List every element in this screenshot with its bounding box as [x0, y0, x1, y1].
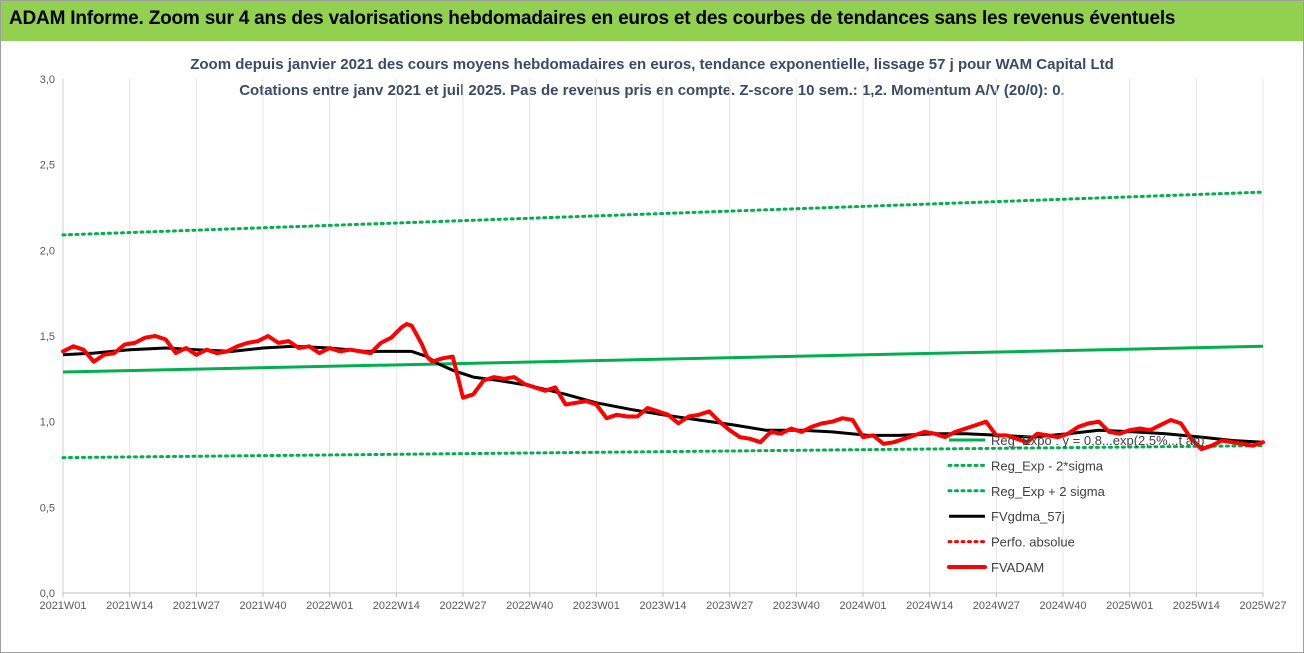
x-tick-label: 2023W14	[639, 600, 686, 612]
y-tick-label: 0,5	[40, 502, 55, 514]
x-tick-label: 2025W01	[1106, 600, 1153, 612]
y-tick-label: 1,5	[40, 331, 55, 343]
series-line-reg-expo	[62, 344, 1264, 374]
legend-entry-label: Perfo. absolue	[991, 535, 1075, 550]
legend-entry-label: FVADAM	[991, 560, 1044, 575]
y-tick-label: 2,0	[40, 245, 55, 257]
page-banner: ADAM Informe. Zoom sur 4 ans des valoris…	[1, 1, 1303, 41]
chart-title: Zoom depuis janvier 2021 des cours moyen…	[190, 56, 1114, 73]
x-tick-label: 2024W14	[906, 600, 953, 612]
series-line-fvadam	[61, 322, 1265, 452]
x-tick-label: 2022W40	[506, 600, 553, 612]
x-tick-label: 2024W40	[1039, 600, 1086, 612]
x-tick-label: 2021W27	[173, 600, 220, 612]
y-tick-label: 0,0	[40, 588, 55, 600]
series-line-reg-exp-2-sigma	[61, 190, 1265, 237]
x-tick-label: 2022W27	[439, 600, 486, 612]
x-tick-label: 2023W40	[773, 600, 820, 612]
x-tick-label: 2025W14	[1173, 600, 1220, 612]
legend-entry-label: Reg_Exp - 2*sigma	[991, 458, 1104, 473]
y-tick-label: 1,0	[40, 417, 55, 429]
series-line-reg-exp-2-sigma	[61, 444, 1265, 460]
x-tick-label: 2021W40	[239, 600, 286, 612]
y-tick-label: 2,5	[40, 160, 55, 172]
x-tick-label: 2024W27	[973, 600, 1020, 612]
x-tick-label: 2023W01	[573, 600, 620, 612]
x-tick-label: 2022W01	[306, 600, 353, 612]
grid-layer	[129, 79, 1264, 593]
axis-layer: 2021W01 2021W14 2021W27 2021W40 2022W01 2022W…	[39, 74, 1286, 612]
x-tick-label: 2024W01	[839, 600, 886, 612]
x-tick-label: 2021W01	[39, 600, 86, 612]
legend-entry-label: Reg_Expo : y = 0,8...exp(2,5%...t an)	[991, 433, 1205, 448]
x-tick-label: 2021W14	[106, 600, 153, 612]
page-title: ADAM Informe. Zoom sur 4 ans des valoris…	[9, 8, 1176, 29]
x-tick-label: 2023W27	[706, 600, 753, 612]
x-tick-label: 2022W14	[373, 600, 420, 612]
legend-entry-label: FVgdma_57j	[991, 509, 1065, 524]
chart-subtitle: Cotations entre janv 2021 et juil 2025. …	[239, 82, 1065, 99]
y-tick-label: 3,0	[40, 74, 55, 86]
legend-entry-label: Reg_Exp + 2 sigma	[991, 484, 1106, 499]
legend: Reg_Expo : y = 0,8...exp(2,5%...t an) Reg…	[947, 433, 1205, 575]
series-layer	[61, 190, 1265, 460]
x-tick-label: 2025W27	[1239, 600, 1286, 612]
